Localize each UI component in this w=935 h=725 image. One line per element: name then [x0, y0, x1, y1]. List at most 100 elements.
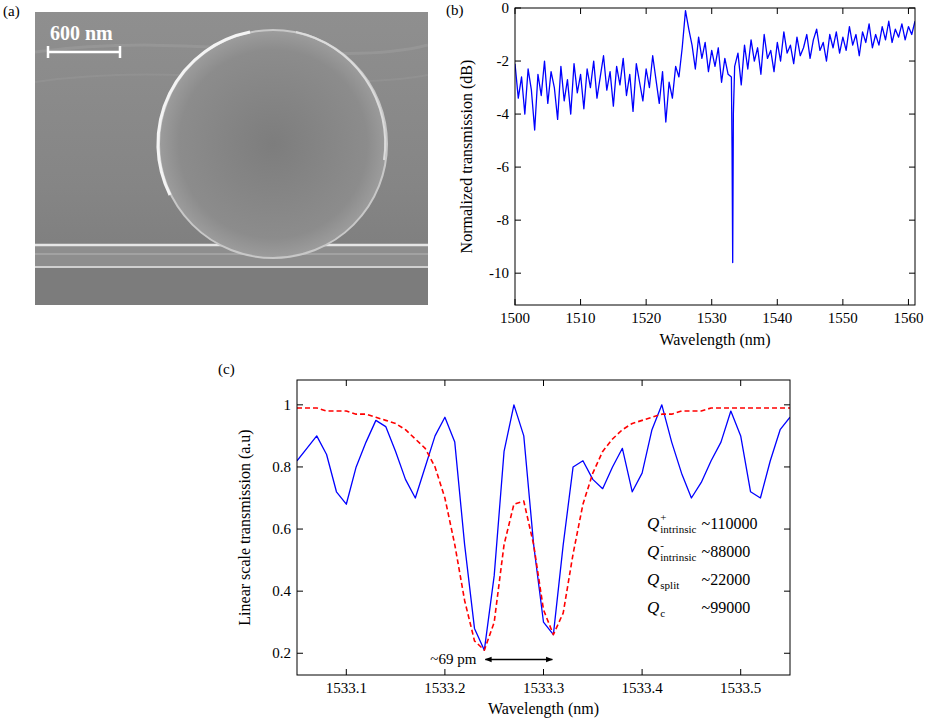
y-tick — [784, 529, 790, 530]
sem-background — [35, 12, 428, 305]
plot-frame — [297, 380, 790, 675]
x-tick-label: 1550 — [828, 310, 858, 326]
y-tick — [909, 114, 915, 115]
x-tick — [580, 8, 581, 14]
x-tick — [842, 8, 843, 14]
series-group — [515, 11, 915, 263]
x-tick — [908, 8, 909, 14]
double-arrow — [485, 659, 552, 661]
y-tick — [297, 591, 303, 592]
x-tick — [740, 380, 741, 386]
disk-rim — [296, 32, 385, 160]
x-tick-label: 1533.4 — [621, 680, 663, 696]
y-tick-label: 0.8 — [272, 459, 291, 475]
y-tick — [515, 61, 521, 62]
panel-label: (b) — [446, 2, 464, 19]
q-value: ~22000 — [701, 571, 750, 588]
y-tick — [909, 8, 915, 9]
y-tick — [515, 220, 521, 221]
q-value: ~99000 — [701, 599, 750, 616]
y-tick-label: -2 — [497, 53, 510, 69]
y-tick — [515, 8, 521, 9]
q-superscript: - — [660, 539, 664, 551]
scale-bar-end — [47, 46, 50, 58]
y-axis-title: Linear scale transmission (a.u) — [236, 429, 254, 625]
y-tick-label: 0.4 — [272, 583, 291, 599]
x-tick — [444, 669, 445, 675]
x-tick — [543, 669, 544, 675]
x-tick — [777, 299, 778, 305]
y-tick-label: -6 — [497, 159, 510, 175]
y-tick-label: -10 — [489, 265, 509, 281]
waveguide-edge — [35, 266, 428, 268]
y-tick — [515, 167, 521, 168]
q-subscript: split — [660, 579, 679, 591]
plot-area — [515, 8, 915, 305]
x-tick-label: 1500 — [500, 310, 530, 326]
x-tick-label: 1560 — [893, 310, 923, 326]
y-tick-label: 1 — [284, 397, 292, 413]
x-tick-label: 1540 — [762, 310, 792, 326]
x-tick-label: 1533.3 — [523, 680, 564, 696]
y-tick — [909, 167, 915, 168]
x-tick — [580, 299, 581, 305]
x-tick-label: 1533.2 — [424, 680, 465, 696]
x-tick-label: 1533.5 — [720, 680, 761, 696]
series-line — [297, 408, 790, 650]
x-tick-label: 1533.1 — [326, 680, 367, 696]
x-axis-title: Wavelength (nm) — [488, 700, 599, 718]
y-tick — [297, 653, 303, 654]
x-tick-label: 1510 — [566, 310, 596, 326]
x-tick — [515, 299, 516, 305]
plot-area — [297, 380, 790, 675]
y-tick — [297, 529, 303, 530]
waveguide-edge — [35, 253, 428, 255]
substrate — [35, 268, 428, 305]
series-line — [515, 11, 915, 263]
y-tick — [297, 404, 303, 405]
x-tick — [646, 8, 647, 14]
y-tick-label: -8 — [497, 212, 510, 228]
x-tick-label: 1520 — [631, 310, 661, 326]
q-symbol: Q — [647, 514, 659, 533]
annotation: ~69 pm — [430, 651, 476, 667]
y-tick — [297, 466, 303, 467]
x-tick — [642, 380, 643, 386]
q-subscript: c — [660, 607, 665, 619]
panel-label: (c) — [218, 361, 235, 378]
q-symbol: Q — [647, 598, 659, 617]
q-symbol: Q — [647, 542, 659, 561]
x-tick — [543, 380, 544, 386]
scale-bar-end — [119, 46, 122, 58]
y-tick-label: -4 — [497, 106, 510, 122]
scale-bar-label: 600 nm — [50, 22, 113, 44]
x-tick — [908, 299, 909, 305]
y-tick-label: 0.6 — [272, 521, 291, 537]
x-tick — [711, 8, 712, 14]
q-value: ~88000 — [701, 543, 750, 560]
figure: 600 nm(a)1500151015201530154015501560-10… — [0, 0, 935, 725]
x-tick — [346, 380, 347, 386]
y-tick — [515, 273, 521, 274]
microdisk — [159, 30, 387, 258]
x-tick — [515, 8, 516, 14]
q-subscript: intrinsic — [660, 523, 696, 535]
y-tick-label: 0 — [502, 0, 510, 16]
x-tick — [740, 669, 741, 675]
x-tick — [711, 299, 712, 305]
q-symbol: Q — [647, 570, 659, 589]
x-tick — [842, 299, 843, 305]
y-tick — [909, 220, 915, 221]
q-subscript: intrinsic — [660, 551, 696, 563]
x-tick — [777, 8, 778, 14]
y-tick — [909, 273, 915, 274]
q-value: ~110000 — [701, 515, 757, 532]
x-axis-title: Wavelength (nm) — [659, 331, 770, 349]
y-tick — [784, 404, 790, 405]
y-tick — [784, 466, 790, 467]
y-tick — [515, 114, 521, 115]
x-tick — [642, 669, 643, 675]
x-tick — [346, 669, 347, 675]
plot-frame — [515, 8, 915, 305]
y-tick — [784, 591, 790, 592]
